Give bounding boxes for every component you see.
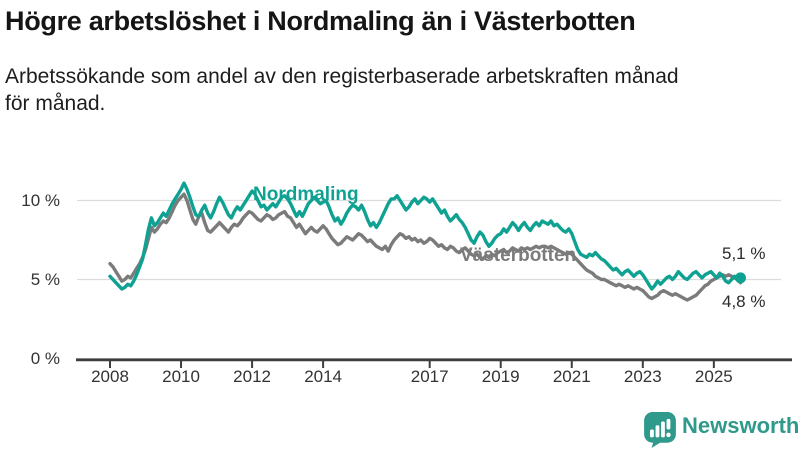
x-tick-label: 2021 bbox=[552, 367, 591, 386]
y-tick-label: 10 % bbox=[21, 190, 60, 210]
series-label-nordmaling: Nordmaling bbox=[253, 184, 359, 205]
x-axis-labels: 2008 2010 2012 2014 2017 2019 2021 2023 2025 bbox=[91, 367, 733, 386]
x-tick-label: 2023 bbox=[623, 367, 662, 386]
newsworthy-logo[interactable]: Newsworthy bbox=[644, 411, 800, 449]
x-tick-label: 2017 bbox=[410, 367, 449, 386]
y-tick-label: 5 % bbox=[30, 269, 60, 289]
y-axis-labels: 0 % 5 % 10 % bbox=[0, 0, 62, 420]
x-tick-label: 2014 bbox=[304, 367, 343, 386]
end-value-label-vasterbotten: 4,8 % bbox=[722, 292, 766, 311]
x-tick-label: 2008 bbox=[91, 367, 129, 386]
series-label-vasterbotten: Västerbotten bbox=[460, 245, 577, 266]
x-tick-label: 2010 bbox=[162, 367, 200, 386]
brand-name: Newsworthy bbox=[682, 413, 800, 438]
newsworthy-chart-bubble-icon bbox=[644, 412, 676, 448]
chart-subtitle-line-1: Arbetssökande som andel av den registerb… bbox=[5, 65, 679, 88]
series-line-vasterbotten bbox=[108, 192, 743, 302]
x-tick-label: 2019 bbox=[481, 367, 520, 386]
series-line-nordmaling bbox=[108, 181, 743, 291]
chart-subtitle-line-2: för månad. bbox=[5, 92, 106, 115]
page-title: Högre arbetslöshet i Nordmaling än i Väs… bbox=[5, 6, 636, 36]
x-tick-label: 2025 bbox=[694, 367, 733, 386]
chart-subtitle: Arbetssökande som andel av den registerb… bbox=[5, 63, 679, 117]
end-value-label-nordmaling: 5,1 % bbox=[722, 244, 766, 263]
x-tick-label: 2012 bbox=[233, 367, 271, 386]
end-point-dot bbox=[735, 272, 746, 284]
y-tick-label: 0 % bbox=[30, 348, 60, 368]
